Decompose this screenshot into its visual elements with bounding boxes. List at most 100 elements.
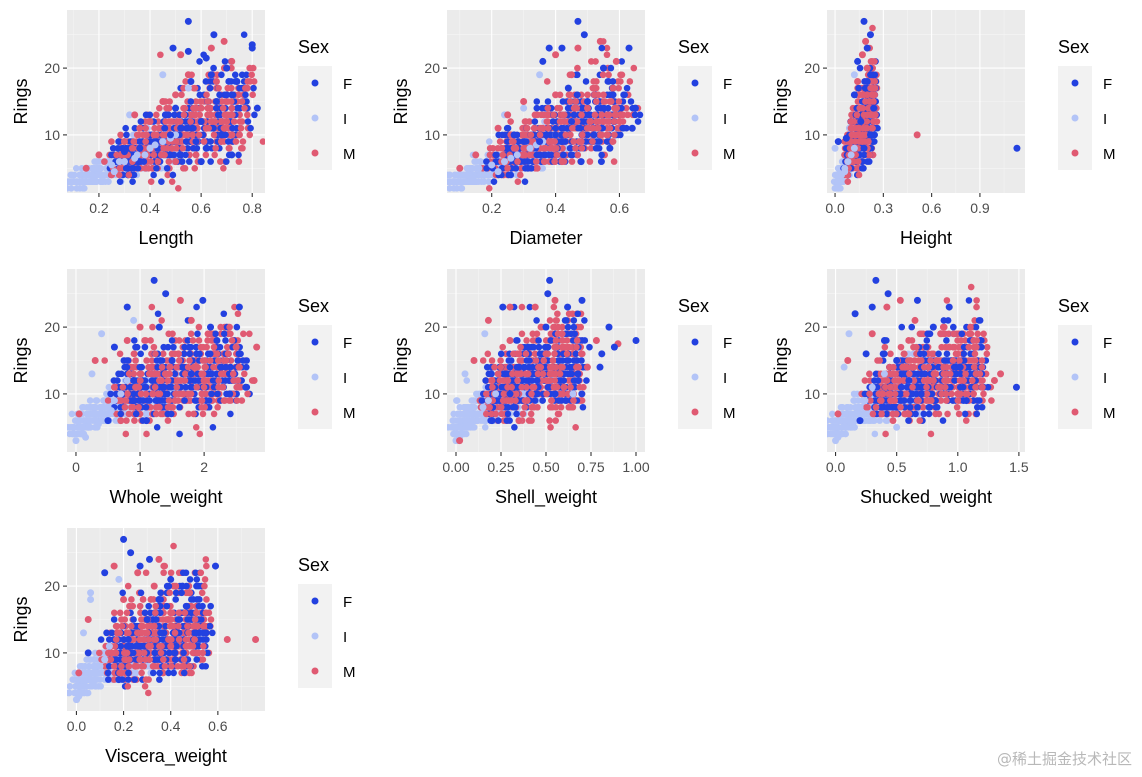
- point-M: [566, 91, 574, 99]
- point-F: [186, 350, 193, 358]
- point-F: [539, 57, 547, 65]
- point-F: [559, 151, 567, 159]
- point-I: [108, 161, 116, 169]
- point-M: [253, 343, 261, 351]
- point-M: [178, 91, 185, 99]
- point-F: [568, 118, 576, 126]
- point-F: [636, 111, 644, 119]
- point-F: [131, 124, 139, 132]
- point-I: [69, 178, 77, 186]
- x-tick-label: 0.2: [482, 200, 502, 216]
- point-F: [176, 430, 183, 438]
- point-M: [486, 151, 494, 159]
- point-M: [193, 383, 201, 391]
- point-M: [507, 118, 514, 125]
- point-F: [196, 91, 204, 99]
- point-M: [573, 104, 581, 112]
- y-tick-label: 20: [424, 60, 440, 76]
- legend-label-I: I: [723, 111, 727, 128]
- point-M: [508, 138, 516, 145]
- point-F: [202, 78, 210, 85]
- point-M: [136, 377, 144, 384]
- point-F: [223, 64, 231, 72]
- point-F: [243, 71, 250, 79]
- point-F: [834, 138, 842, 146]
- point-I: [107, 407, 115, 415]
- point-M: [514, 158, 521, 165]
- point-M: [125, 171, 133, 179]
- point-M: [227, 330, 234, 338]
- point-M: [549, 138, 556, 145]
- point-M: [101, 158, 108, 165]
- point-M: [227, 98, 235, 105]
- point-M: [186, 357, 193, 364]
- point-M: [181, 164, 189, 172]
- point-F: [182, 383, 190, 391]
- point-M: [573, 118, 581, 125]
- point-I: [452, 171, 459, 179]
- point-M: [614, 124, 621, 132]
- point-M: [578, 144, 586, 152]
- point-F: [543, 131, 551, 139]
- point-M: [133, 131, 141, 139]
- point-M: [184, 363, 192, 371]
- legend-key-M: [691, 149, 699, 157]
- point-M: [259, 138, 265, 145]
- point-M: [156, 403, 163, 411]
- point-M: [210, 410, 218, 418]
- point-F: [187, 98, 195, 105]
- legend-key-I: [1071, 114, 1079, 122]
- point-M: [236, 118, 244, 125]
- point-F: [212, 104, 220, 112]
- point-F: [197, 158, 205, 166]
- point-M: [207, 118, 215, 125]
- point-F: [190, 124, 197, 132]
- point-M: [591, 111, 599, 119]
- point-F: [577, 158, 585, 166]
- point-M: [165, 158, 173, 165]
- point-M: [219, 383, 227, 391]
- point-F: [596, 138, 603, 145]
- point-M: [155, 124, 163, 132]
- point-F: [574, 124, 582, 132]
- point-F: [856, 64, 864, 72]
- point-M: [192, 423, 200, 431]
- point-F: [156, 357, 164, 364]
- point-F: [552, 131, 560, 139]
- point-I: [471, 158, 478, 165]
- point-M: [217, 138, 225, 145]
- point-I: [95, 164, 103, 172]
- point-M: [210, 131, 218, 139]
- point-M: [219, 104, 227, 112]
- point-M: [220, 124, 228, 132]
- point-F: [210, 31, 218, 39]
- point-F: [115, 138, 122, 145]
- point-M: [174, 185, 182, 192]
- point-F: [146, 111, 154, 119]
- point-F: [631, 111, 639, 119]
- legend-label-I: I: [1103, 111, 1107, 128]
- point-F: [195, 377, 202, 384]
- point-M: [615, 84, 622, 92]
- point-F: [604, 104, 612, 112]
- point-M: [195, 323, 203, 331]
- point-M: [147, 178, 155, 185]
- point-M: [104, 397, 112, 404]
- point-M: [534, 164, 541, 172]
- point-I: [86, 397, 94, 404]
- point-F: [166, 131, 174, 139]
- legend-label-M: M: [723, 146, 736, 163]
- point-M: [553, 151, 561, 159]
- point-I: [131, 154, 139, 162]
- point-F: [515, 138, 522, 145]
- point-F: [251, 111, 258, 119]
- point-F: [850, 91, 858, 99]
- point-M: [558, 158, 566, 166]
- point-F: [212, 330, 219, 338]
- point-I: [850, 144, 858, 152]
- point-F: [171, 111, 178, 119]
- legend-label-F: F: [723, 76, 732, 93]
- point-F: [216, 91, 223, 99]
- point-F: [160, 343, 168, 351]
- point-M: [606, 124, 614, 132]
